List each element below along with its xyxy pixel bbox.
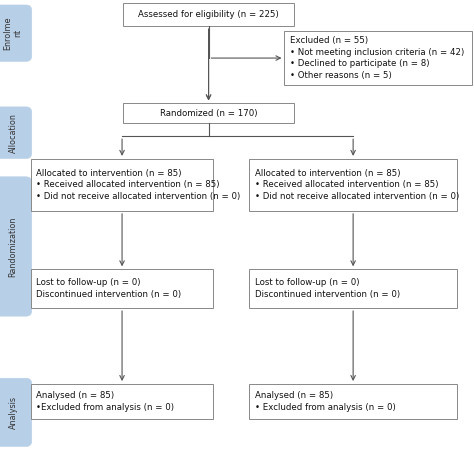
FancyBboxPatch shape [249, 159, 457, 211]
Text: Enrolme
nt: Enrolme nt [3, 17, 23, 50]
FancyBboxPatch shape [0, 378, 32, 447]
Text: Allocated to intervention (n = 85)
• Received allocated intervention (n = 85)
• : Allocated to intervention (n = 85) • Rec… [255, 169, 459, 201]
FancyBboxPatch shape [123, 3, 294, 26]
FancyBboxPatch shape [31, 159, 213, 211]
Text: Allocation: Allocation [9, 113, 18, 153]
Text: Randomized (n = 170): Randomized (n = 170) [160, 109, 257, 118]
Text: Lost to follow-up (n = 0)
Discontinued intervention (n = 0): Lost to follow-up (n = 0) Discontinued i… [36, 278, 182, 299]
FancyBboxPatch shape [31, 269, 213, 308]
Text: Analysed (n = 85)
•Excluded from analysis (n = 0): Analysed (n = 85) •Excluded from analysi… [36, 392, 174, 412]
Text: Analysis: Analysis [9, 396, 18, 429]
FancyBboxPatch shape [284, 31, 472, 85]
Text: Excluded (n = 55)
• Not meeting inclusion criteria (n = 42)
• Declined to partic: Excluded (n = 55) • Not meeting inclusio… [290, 36, 465, 80]
FancyBboxPatch shape [249, 384, 457, 419]
FancyBboxPatch shape [0, 177, 32, 316]
Text: Analysed (n = 85)
• Excluded from analysis (n = 0): Analysed (n = 85) • Excluded from analys… [255, 392, 395, 412]
Text: Assessed for eligibility (n = 225): Assessed for eligibility (n = 225) [138, 10, 279, 19]
FancyBboxPatch shape [0, 5, 32, 62]
FancyBboxPatch shape [249, 269, 457, 308]
FancyBboxPatch shape [0, 107, 32, 158]
Text: Allocated to intervention (n = 85)
• Received allocated intervention (n = 85)
• : Allocated to intervention (n = 85) • Rec… [36, 169, 241, 201]
Text: Randomization: Randomization [9, 216, 18, 277]
Text: Lost to follow-up (n = 0)
Discontinued intervention (n = 0): Lost to follow-up (n = 0) Discontinued i… [255, 278, 400, 299]
FancyBboxPatch shape [31, 384, 213, 419]
FancyBboxPatch shape [123, 103, 294, 123]
